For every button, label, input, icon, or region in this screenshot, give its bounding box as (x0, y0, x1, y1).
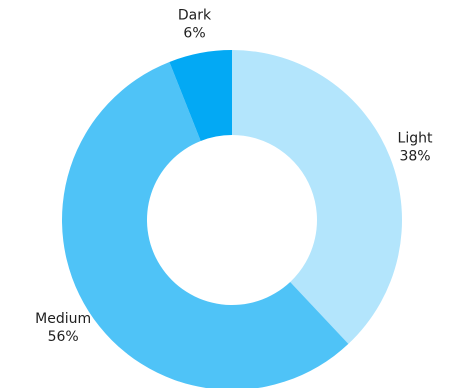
slices-layer (62, 50, 402, 388)
slice-dark (169, 50, 232, 141)
slice-light (232, 50, 402, 344)
slice-value-dark: 6% (183, 26, 205, 42)
slice-label-dark: Dark (178, 8, 212, 24)
slice-medium (62, 61, 349, 388)
slice-value-light: 38% (399, 148, 430, 164)
labels-layer: Light 38% Medium 56% Dark 6% (35, 8, 433, 346)
slice-value-medium: 56% (48, 329, 79, 345)
slice-label-medium: Medium (35, 311, 91, 327)
slice-label-light: Light (398, 130, 433, 146)
